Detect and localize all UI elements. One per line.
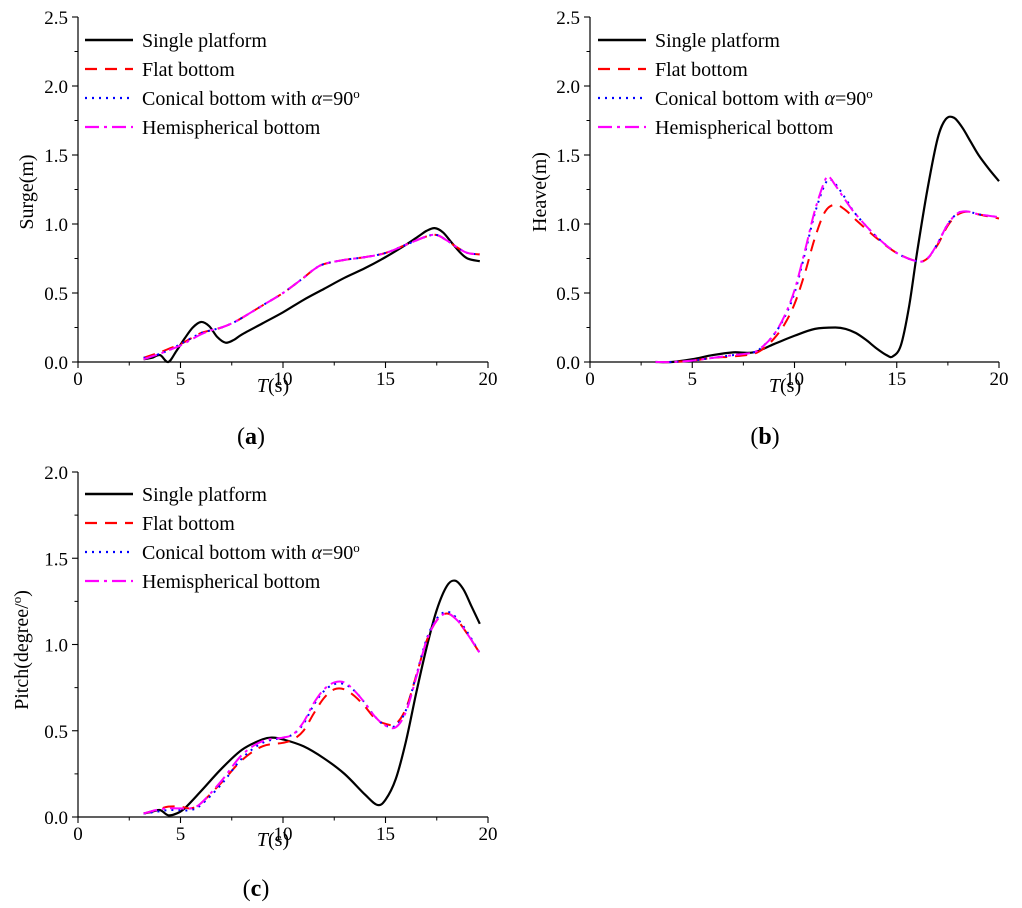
- y-axis-title: Pitch(degree/o): [9, 590, 34, 710]
- y-tick-label: 1.0: [44, 636, 68, 657]
- y-tick-label: 0.5: [44, 722, 68, 743]
- y-tick-label: 0.0: [44, 808, 68, 829]
- y-tick-label: 2.0: [44, 77, 68, 98]
- series-line-conical: [143, 610, 481, 815]
- legend-label-suffix: =90: [322, 88, 353, 110]
- legend-label-hemi: Hemispherical bottom: [142, 571, 321, 593]
- legend-label-flat: Flat bottom: [142, 513, 235, 535]
- x-axis-title-symbol: T: [769, 375, 782, 397]
- legend-label-prefix: Conical bottom with: [655, 88, 824, 110]
- x-axis-title: T(s): [257, 829, 289, 851]
- legend-label-conical: Conical bottom with α=90o: [142, 540, 360, 565]
- legend-label-symbol: α: [311, 88, 322, 110]
- y-tick-label: 1.0: [44, 215, 68, 236]
- x-tick-label: 0: [73, 824, 83, 845]
- legend-label-single: Single platform: [142, 30, 267, 52]
- legend-label-conical: Conical bottom with α=90o: [142, 86, 360, 111]
- x-tick-label: 15: [376, 824, 395, 845]
- series-line-flat: [655, 203, 1000, 364]
- panel-caption-open: (: [750, 424, 758, 450]
- legend-label-suffix: =90: [322, 542, 353, 564]
- legend-label-suffix: =90: [835, 88, 866, 110]
- series-line-single: [143, 579, 481, 817]
- x-tick-label: 10: [274, 824, 293, 845]
- x-tick-label: 0: [585, 369, 595, 390]
- x-axis-title-unit: (s): [268, 375, 289, 397]
- legend-label-single: Single platform: [655, 30, 780, 52]
- legend-label-prefix: Conical bottom with: [142, 88, 311, 110]
- legend-label-flat: Flat bottom: [142, 59, 235, 81]
- x-axis-title: T(s): [257, 375, 289, 397]
- y-tick-label: 0.0: [44, 353, 68, 374]
- x-axis-title-unit: (s): [780, 375, 801, 397]
- panel-caption-open: (: [237, 424, 245, 450]
- legend-label-symbol: α: [824, 88, 835, 110]
- panel-a: 0 5 10 15 20 0.0 0.5 1.0 1.5 2.0 2.5 T(s) Surge(m) Si…: [16, 8, 498, 450]
- panel-caption: (a): [237, 424, 265, 450]
- panel-caption-close: ): [772, 424, 780, 450]
- y-tick-label: 2.5: [556, 8, 580, 29]
- x-tick-label: 20: [990, 369, 1009, 390]
- panel-caption-letter: c: [251, 876, 262, 902]
- panel-caption: (c): [243, 876, 270, 902]
- series-line-hemi: [655, 175, 1000, 364]
- x-tick-label: 20: [479, 824, 498, 845]
- panel-c: 0 5 10 15 20 0.0 0.5 1.0 1.5 2.0 T(s) Pitch(degree/…: [9, 463, 498, 902]
- y-axis-title-text: Pitch(degree/: [11, 603, 33, 710]
- legend-label-superscript: o: [353, 540, 360, 555]
- y-tick-label: 2.5: [44, 8, 68, 29]
- x-tick-label: 10: [274, 369, 293, 390]
- y-axis-title-text: Heave(m): [529, 152, 551, 232]
- series-line-hemi: [143, 233, 480, 361]
- series-line-single: [655, 115, 1000, 364]
- legend-label-conical: Conical bottom with α=90o: [655, 86, 873, 111]
- x-axis-title-symbol: T: [257, 375, 270, 397]
- y-tick-label: 1.0: [556, 215, 580, 236]
- x-tick-label: 0: [73, 369, 83, 390]
- series-line-flat: [143, 612, 481, 815]
- legend-label-prefix: Conical bottom with: [142, 542, 311, 564]
- x-tick-label: 5: [688, 369, 698, 390]
- y-tick-label: 1.5: [556, 146, 580, 167]
- series-line-conical: [655, 178, 1000, 364]
- x-tick-label: 5: [176, 824, 186, 845]
- legend-label-hemi: Hemispherical bottom: [142, 117, 321, 139]
- x-tick-label: 15: [887, 369, 906, 390]
- x-tick-label: 20: [479, 369, 498, 390]
- panel-caption: (b): [750, 424, 779, 450]
- y-tick-label: 0.0: [556, 353, 580, 374]
- legend-label-flat: Flat bottom: [655, 59, 748, 81]
- y-axis-title: Surge(m): [16, 154, 38, 229]
- panel-caption-letter: b: [758, 424, 771, 450]
- panel-caption-close: ): [261, 876, 269, 902]
- y-tick-label: 2.0: [556, 77, 580, 98]
- x-tick-label: 5: [176, 369, 186, 390]
- y-tick-label: 0.5: [556, 284, 580, 305]
- y-axis-title-close: ): [11, 590, 33, 597]
- legend-label-superscript: o: [353, 86, 360, 101]
- x-axis-title: T(s): [769, 375, 801, 397]
- y-tick-label: 1.5: [44, 549, 68, 570]
- series-line-single: [143, 227, 481, 364]
- x-tick-label: 10: [785, 369, 804, 390]
- legend-label-superscript: o: [866, 86, 873, 101]
- x-tick-label: 15: [376, 369, 395, 390]
- panel-caption-close: ): [257, 424, 265, 450]
- y-axis-title-text: Surge(m): [16, 154, 38, 229]
- y-axis-title-superscript: o: [9, 597, 24, 604]
- y-tick-label: 2.0: [44, 463, 68, 484]
- legend-label-hemi: Hemispherical bottom: [655, 117, 834, 139]
- y-axis-title: Heave(m): [529, 152, 551, 232]
- panel-b: 0 5 10 15 20 0.0 0.5 1.0 1.5 2.0 2.5 T(s) Heave(m) Si…: [529, 8, 1009, 450]
- legend-label-symbol: α: [311, 542, 322, 564]
- panel-caption-open: (: [243, 876, 251, 902]
- panel-caption-letter: a: [245, 424, 257, 450]
- x-axis-title-unit: (s): [268, 829, 289, 851]
- x-axis-title-symbol: T: [257, 829, 270, 851]
- y-tick-label: 0.5: [44, 284, 68, 305]
- series-line-hemi: [143, 612, 481, 815]
- legend-label-single: Single platform: [142, 484, 267, 506]
- y-tick-label: 1.5: [44, 146, 68, 167]
